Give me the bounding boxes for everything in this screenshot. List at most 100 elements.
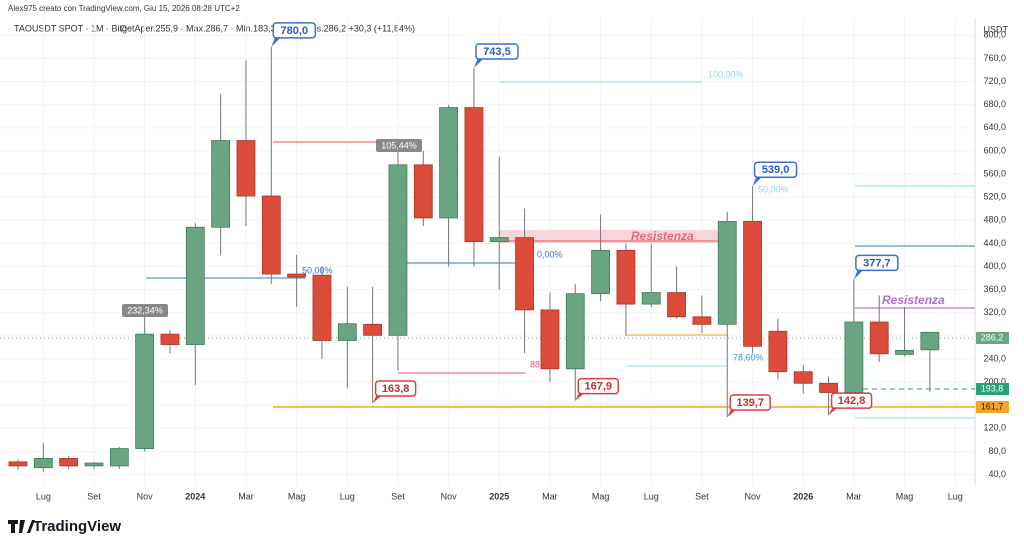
callout-pointer bbox=[271, 36, 282, 47]
candle-body bbox=[8, 461, 28, 467]
y-tick-label: 360,0 bbox=[983, 284, 1006, 294]
y-tick-label: 80,0 bbox=[988, 446, 1006, 456]
fib-label: 100,00% bbox=[708, 69, 744, 79]
resistance-label: Resistenza bbox=[631, 229, 694, 243]
candle-body bbox=[84, 462, 104, 467]
callout-pointer bbox=[828, 407, 839, 416]
x-tick-label: Set bbox=[695, 491, 709, 501]
callout-box bbox=[830, 392, 873, 409]
candle-body bbox=[413, 164, 433, 219]
x-tick-label: Nov bbox=[745, 491, 762, 501]
callout-pointer bbox=[473, 57, 484, 68]
candle-body bbox=[33, 458, 53, 469]
x-tick-label: 2025 bbox=[489, 491, 509, 501]
candle-body bbox=[920, 331, 940, 351]
candle-body bbox=[793, 371, 813, 384]
callout-box bbox=[753, 161, 798, 178]
annotations: Resistenza Resistenza 232,34% 105,44% 50… bbox=[122, 69, 945, 369]
candle-body bbox=[337, 323, 357, 341]
resistance-label: Resistenza bbox=[882, 293, 945, 307]
price-tag-label: 286,2 bbox=[981, 332, 1004, 342]
fib-label: 105,44% bbox=[381, 140, 417, 150]
candle-body bbox=[287, 273, 307, 278]
candle-body bbox=[768, 330, 788, 373]
x-tick-label: Mag bbox=[896, 491, 914, 501]
x-tick-label: Lug bbox=[948, 491, 963, 501]
y-tick-label: 720,0 bbox=[983, 76, 1006, 86]
callout-label: 780,0 bbox=[281, 25, 309, 37]
candle-body bbox=[565, 293, 585, 370]
y-tick-label: 40,0 bbox=[988, 469, 1006, 479]
candles bbox=[8, 46, 940, 472]
callout-pointer bbox=[372, 395, 383, 404]
grid bbox=[0, 18, 975, 485]
candle-body bbox=[236, 140, 256, 197]
logo: TradingView bbox=[8, 518, 121, 535]
candle-body bbox=[667, 292, 686, 318]
price-tag bbox=[976, 332, 1009, 344]
fib-label: 88 bbox=[530, 359, 540, 369]
x-tick-label: Mag bbox=[288, 491, 306, 501]
candle-body bbox=[261, 195, 281, 275]
tag bbox=[376, 139, 422, 152]
y-tick-label: 560,0 bbox=[983, 168, 1006, 178]
callout-box bbox=[729, 394, 771, 411]
fib-label: 50,00% bbox=[758, 184, 789, 194]
zone bbox=[500, 230, 720, 243]
x-tick-label: Mag bbox=[592, 491, 610, 501]
y-tick-label: 120,0 bbox=[983, 423, 1006, 433]
candle-body bbox=[692, 316, 712, 325]
y-tick-label: 680,0 bbox=[983, 99, 1006, 109]
price-tag-label: 193,8 bbox=[981, 383, 1004, 393]
logo-mark bbox=[8, 520, 35, 533]
candle-body bbox=[160, 333, 180, 345]
x-tick-label: Lug bbox=[36, 491, 51, 501]
price-tag-label: 161,7 bbox=[981, 401, 1004, 411]
x-tick-label: Nov bbox=[137, 491, 154, 501]
candle-body bbox=[515, 237, 534, 311]
callout-label: 377,7 bbox=[863, 257, 891, 269]
x-tick-label: Mar bbox=[542, 491, 558, 501]
candle-body bbox=[895, 349, 914, 355]
candle-body bbox=[464, 107, 484, 243]
callout-pointer bbox=[853, 269, 864, 280]
candle-body bbox=[616, 249, 636, 305]
callout-pointer bbox=[575, 392, 586, 401]
candle-body bbox=[869, 321, 889, 355]
x-tick-label: 2026 bbox=[793, 491, 813, 501]
y-tick-label: 440,0 bbox=[983, 238, 1006, 248]
price-tag bbox=[976, 383, 1009, 395]
candle-body bbox=[439, 107, 459, 219]
fib-label: 232,34% bbox=[127, 305, 163, 315]
x-tick-label: Lug bbox=[340, 491, 355, 501]
candle-body bbox=[591, 249, 610, 295]
y-tick-label: 760,0 bbox=[983, 53, 1006, 63]
x-tick-label: 2024 bbox=[185, 491, 205, 501]
candle-body bbox=[489, 237, 509, 243]
x-tick-label: Mar bbox=[846, 491, 862, 501]
tag bbox=[122, 304, 168, 317]
candle-body bbox=[363, 323, 383, 336]
callout-label: 539,0 bbox=[762, 164, 790, 176]
candle-body bbox=[211, 140, 231, 228]
callout-label: 743,5 bbox=[483, 46, 511, 58]
chart-title: TAOUSDT SPOT · 1M · Bitget bbox=[14, 23, 135, 33]
x-tick-label: Nov bbox=[441, 491, 458, 501]
y-tick-label: 640,0 bbox=[983, 122, 1006, 132]
x-tick-label: Set bbox=[87, 491, 101, 501]
callout-pointer bbox=[752, 176, 763, 187]
y-tick-label: 800,0 bbox=[983, 30, 1006, 40]
candle-body bbox=[109, 448, 129, 467]
candle-body bbox=[59, 458, 79, 467]
callout-box bbox=[475, 43, 519, 60]
y-tick-label: 520,0 bbox=[983, 192, 1006, 202]
y-tick-label: 320,0 bbox=[983, 307, 1006, 317]
y-tick-label: 240,0 bbox=[983, 353, 1006, 363]
price-tag bbox=[976, 401, 1009, 413]
candle-body bbox=[844, 321, 864, 393]
currency: USDT bbox=[984, 24, 1009, 34]
callouts: 780,0 743,5 539,0 377,7 163,8 167,9 139,7 142,8 bbox=[271, 22, 899, 417]
callout-label: 139,7 bbox=[736, 397, 764, 409]
callout-label: 142,8 bbox=[838, 395, 866, 407]
ohlc: O · Aper.255,9 · Max.286,7 · Min.183,3 ·… bbox=[120, 23, 415, 33]
